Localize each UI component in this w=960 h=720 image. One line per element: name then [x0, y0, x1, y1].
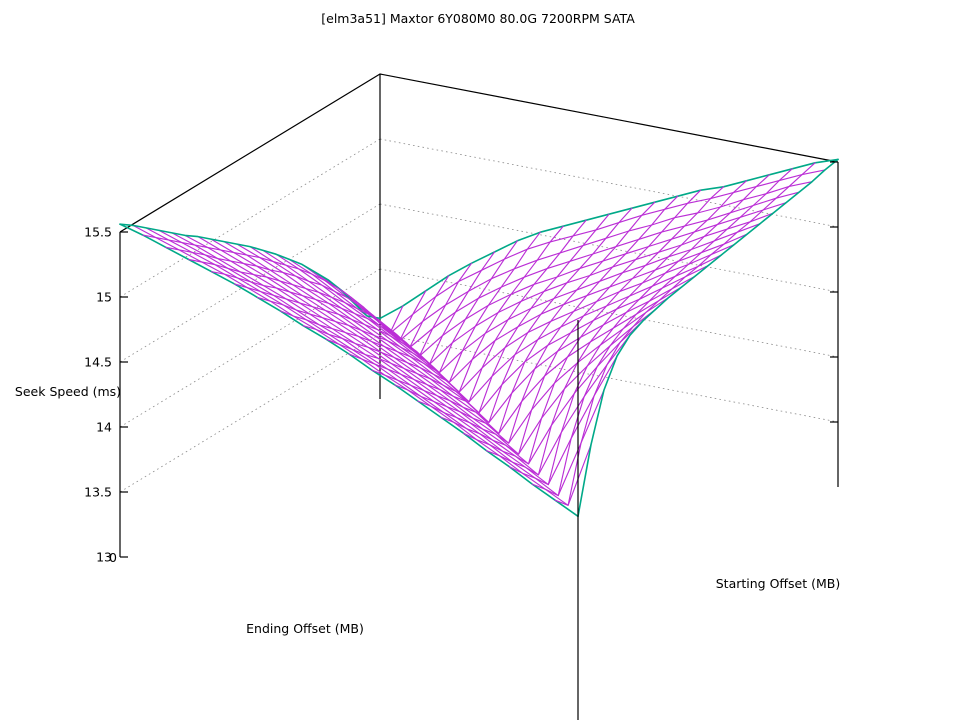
mesh-col [348, 213, 610, 414]
z-tick-label: 13 [96, 550, 112, 565]
z-tick-label: 15.5 [84, 225, 112, 240]
mesh-col [256, 240, 518, 374]
mesh-col [485, 180, 747, 476]
mesh-edge-row [119, 223, 579, 518]
mesh-row [340, 191, 800, 349]
surface-mesh-group [119, 158, 839, 518]
mesh-col [462, 186, 725, 465]
mesh-col [371, 207, 633, 424]
box-top-rim [119, 73, 839, 233]
mesh-row [132, 224, 592, 506]
yaxis-title: Starting Offset (MB) [716, 576, 840, 591]
mesh-row [145, 227, 605, 497]
grid-lines-group [119, 73, 839, 493]
tick-labels-group: 1313.51414.51515.50010000200003000040000… [84, 225, 117, 566]
mesh-col [508, 174, 770, 486]
mesh-edge-col [577, 158, 839, 518]
mesh-edge-col [119, 223, 381, 320]
z-axis-origin-label: 0 [109, 550, 117, 565]
mesh-col [233, 251, 496, 365]
mesh-col [211, 262, 473, 357]
mesh-row [366, 169, 826, 334]
mesh-col [302, 225, 564, 393]
mesh-col [325, 219, 587, 403]
mesh-col [417, 195, 679, 444]
zaxis-title: Seek Speed (ms) [15, 384, 121, 399]
mesh-col [440, 189, 702, 455]
wall-grid-right [379, 203, 839, 293]
mesh-col [188, 258, 450, 349]
mesh-col [142, 234, 404, 334]
z-tick-label: 15 [96, 290, 112, 305]
xaxis-title: Ending Offset (MB) [246, 621, 364, 636]
mesh-col [531, 168, 793, 497]
axis-box-back [119, 73, 839, 399]
wall-grid-left [119, 138, 381, 298]
mesh-col [554, 162, 816, 506]
mesh-col [279, 231, 541, 383]
axis-box-front [119, 162, 839, 720]
z-tick-label: 14.5 [84, 355, 112, 370]
chart-title: [elm3a51] Maxtor 6Y080M0 80.0G 7200RPM S… [321, 11, 635, 26]
mesh-col [394, 201, 656, 435]
tick-marks-group [120, 161, 838, 558]
wall-grid-right [379, 138, 839, 228]
z-tick-label: 13.5 [84, 485, 112, 500]
z-tick-label: 14 [96, 420, 112, 435]
wall-grid-right [379, 333, 839, 423]
wall-grid-left [119, 333, 381, 493]
